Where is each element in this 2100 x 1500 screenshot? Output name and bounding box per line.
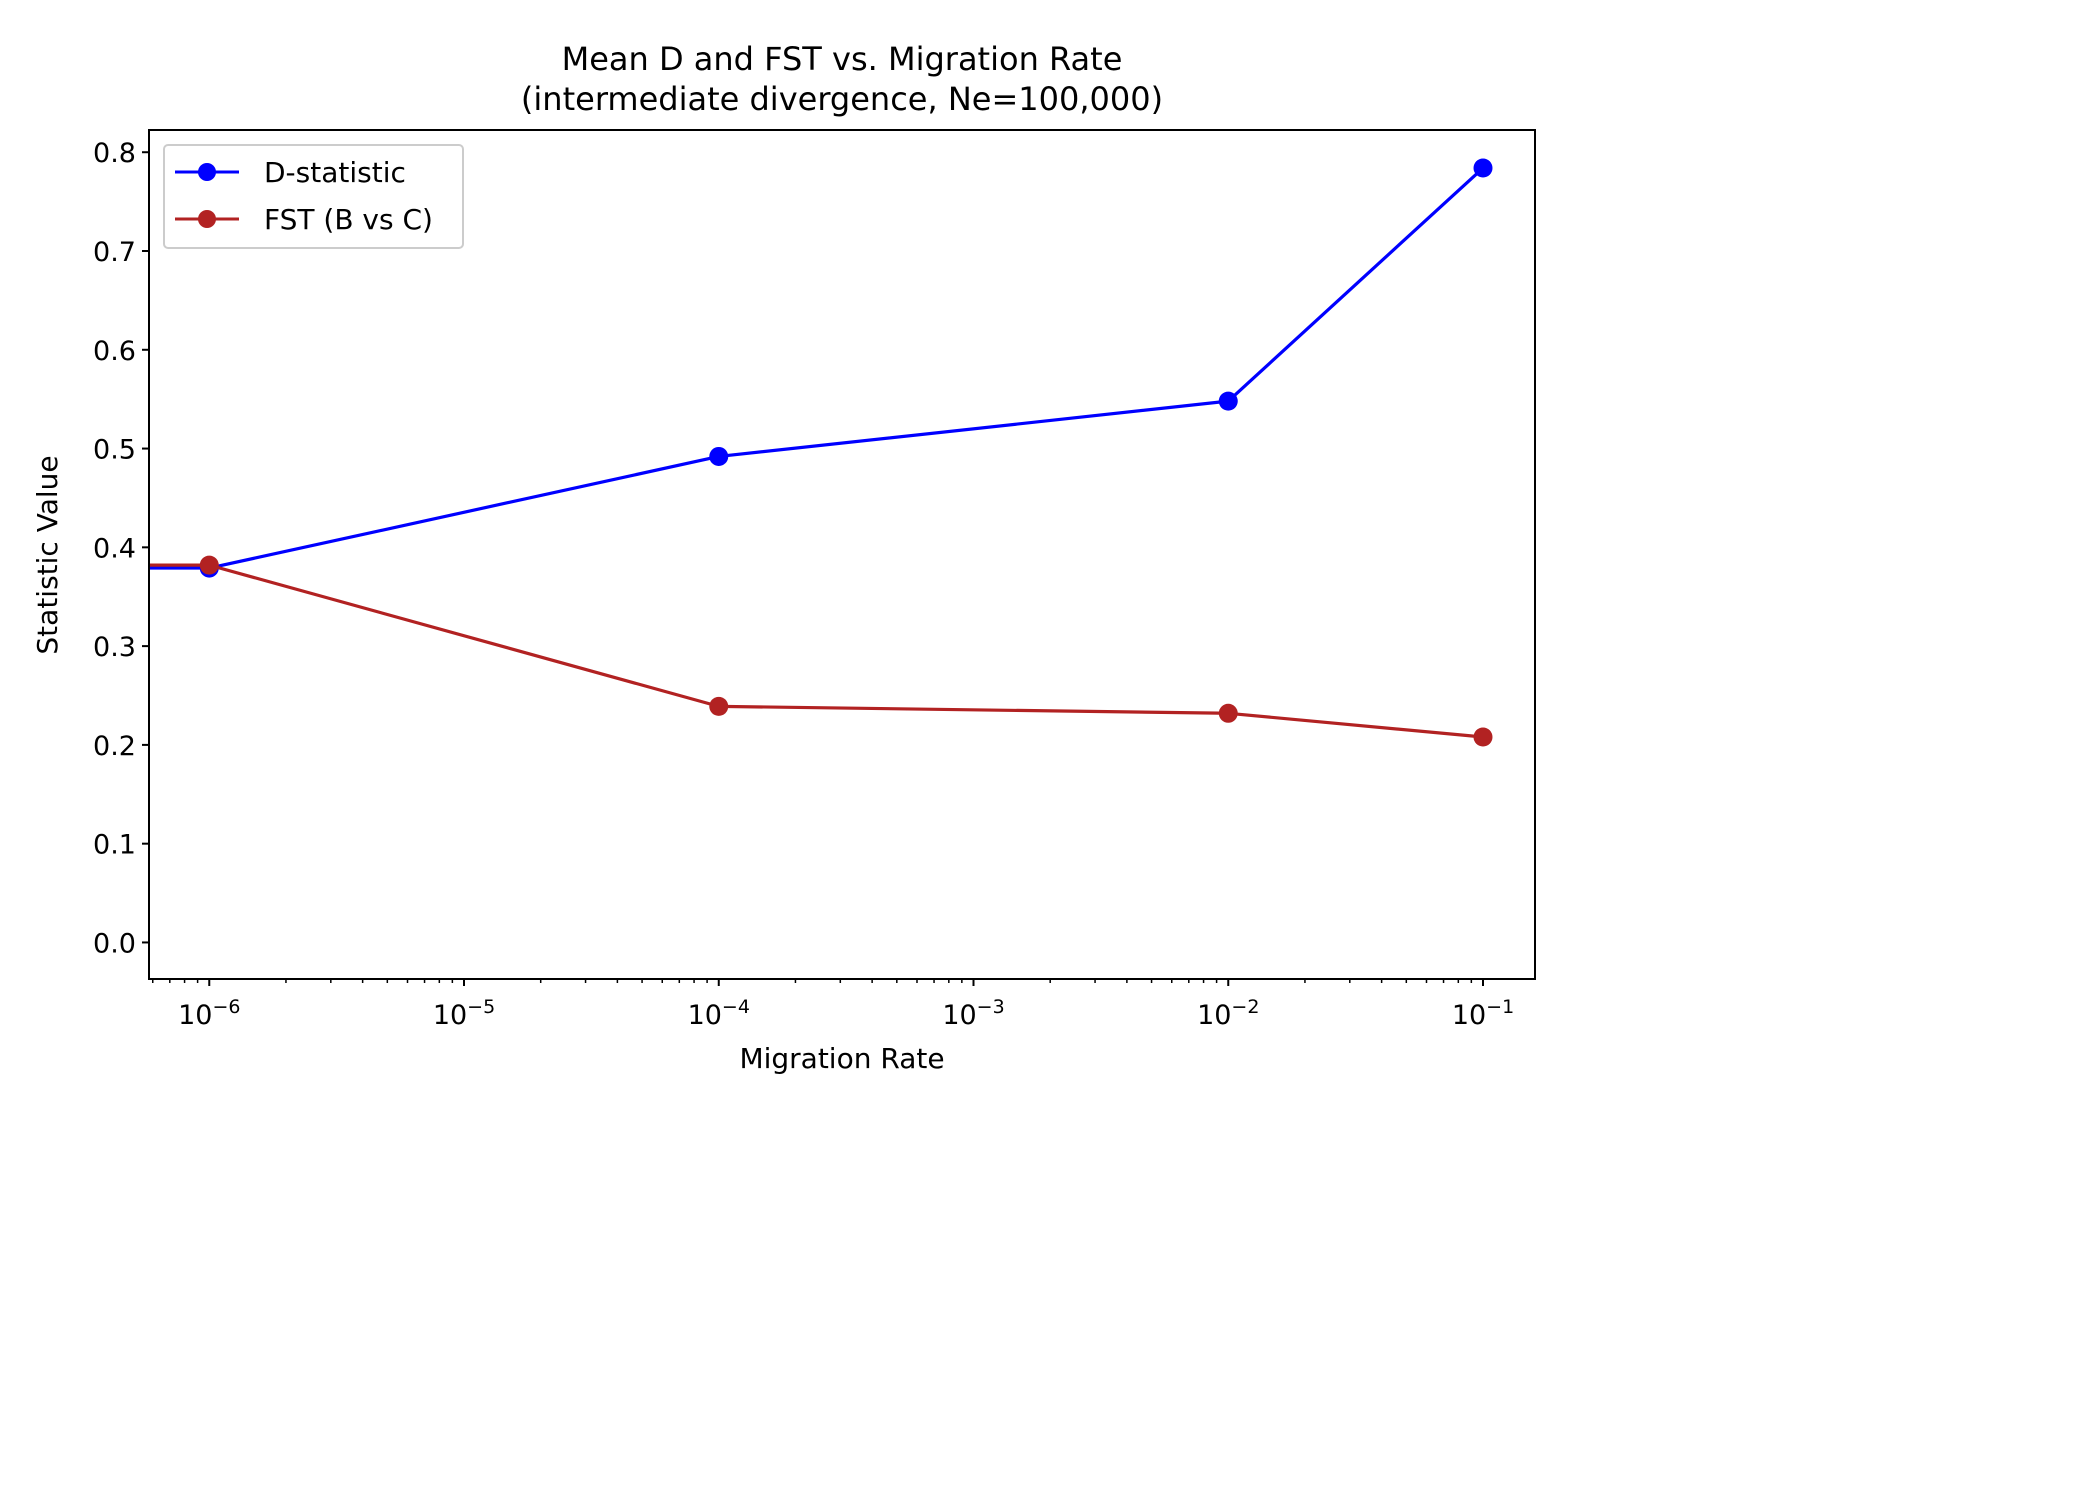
plot-frame	[148, 129, 1536, 980]
chart-subtitle: (intermediate divergence, Ne=100,000)	[521, 80, 1163, 118]
data-point-d-statistic	[1473, 158, 1493, 178]
y-tick-label: 0.6	[93, 336, 136, 367]
x-tick-label: 10−1	[1452, 996, 1514, 1031]
x-tick-label-base: 10	[433, 1000, 467, 1031]
x-tick-label-base: 10	[942, 1000, 976, 1031]
y-tick-label: 0.1	[93, 830, 136, 861]
legend-label-d-statistic: D-statistic	[264, 156, 406, 189]
y-tick-label: 0.5	[93, 435, 136, 466]
x-tick-label-exponent: −1	[1486, 996, 1514, 1018]
x-axis-label: Migration Rate	[739, 1042, 944, 1075]
legend-marker-d-statistic	[198, 163, 216, 181]
y-tick-label: 0.8	[93, 138, 136, 169]
x-tick-label-exponent: −2	[1231, 996, 1259, 1018]
chart-title: Mean D and FST vs. Migration Rate	[562, 40, 1123, 78]
x-tick-label-exponent: −6	[212, 996, 240, 1018]
x-tick-label-base: 10	[1197, 1000, 1231, 1031]
x-tick-label: 10−3	[942, 996, 1004, 1031]
y-axis: 0.0 0.1 0.2 0.3 0.4 0.5 0.6 0.7 0.8	[93, 138, 149, 959]
x-tick-label-exponent: −4	[722, 996, 750, 1018]
legend-marker-fst	[198, 210, 216, 228]
data-point-fst-b-vs-c	[709, 696, 729, 716]
x-axis: 10−6 10−5 10−4 10−3 10−2 10−1	[152, 979, 1514, 1031]
data-point-fst-b-vs-c	[1218, 703, 1238, 723]
plot-area	[149, 158, 1493, 747]
x-tick-label: 10−5	[433, 996, 495, 1031]
legend-label-fst: FST (B vs C)	[264, 203, 433, 236]
y-tick-label: 0.3	[93, 632, 136, 663]
y-axis-label: Statistic Value	[31, 455, 64, 654]
y-tick-label: 0.2	[93, 731, 136, 762]
x-tick-label-base: 10	[1452, 1000, 1486, 1031]
legend-item-d-statistic: D-statistic	[175, 156, 406, 189]
x-tick-label-exponent: −5	[467, 996, 495, 1018]
x-tick-label-exponent: −3	[977, 996, 1005, 1018]
legend: D-statistic FST (B vs C)	[163, 144, 464, 249]
x-tick-label: 10−2	[1197, 996, 1259, 1031]
y-tick-label: 0.7	[93, 237, 136, 268]
x-tick-label-base: 10	[178, 1000, 212, 1031]
line-chart: Mean D and FST vs. Migration Rate (inter…	[31, 40, 1536, 1075]
data-point-d-statistic	[709, 446, 729, 466]
series-layer	[149, 158, 1493, 747]
data-point-fst-b-vs-c	[199, 555, 219, 575]
data-point-d-statistic	[1218, 391, 1238, 411]
x-tick-label: 10−6	[178, 996, 240, 1031]
y-tick-label: 0.4	[93, 533, 136, 564]
x-tick-label: 10−4	[688, 996, 750, 1031]
legend-item-fst: FST (B vs C)	[175, 203, 433, 236]
y-tick-label: 0.0	[93, 928, 136, 959]
data-point-fst-b-vs-c	[1473, 727, 1493, 747]
x-tick-label-base: 10	[688, 1000, 722, 1031]
